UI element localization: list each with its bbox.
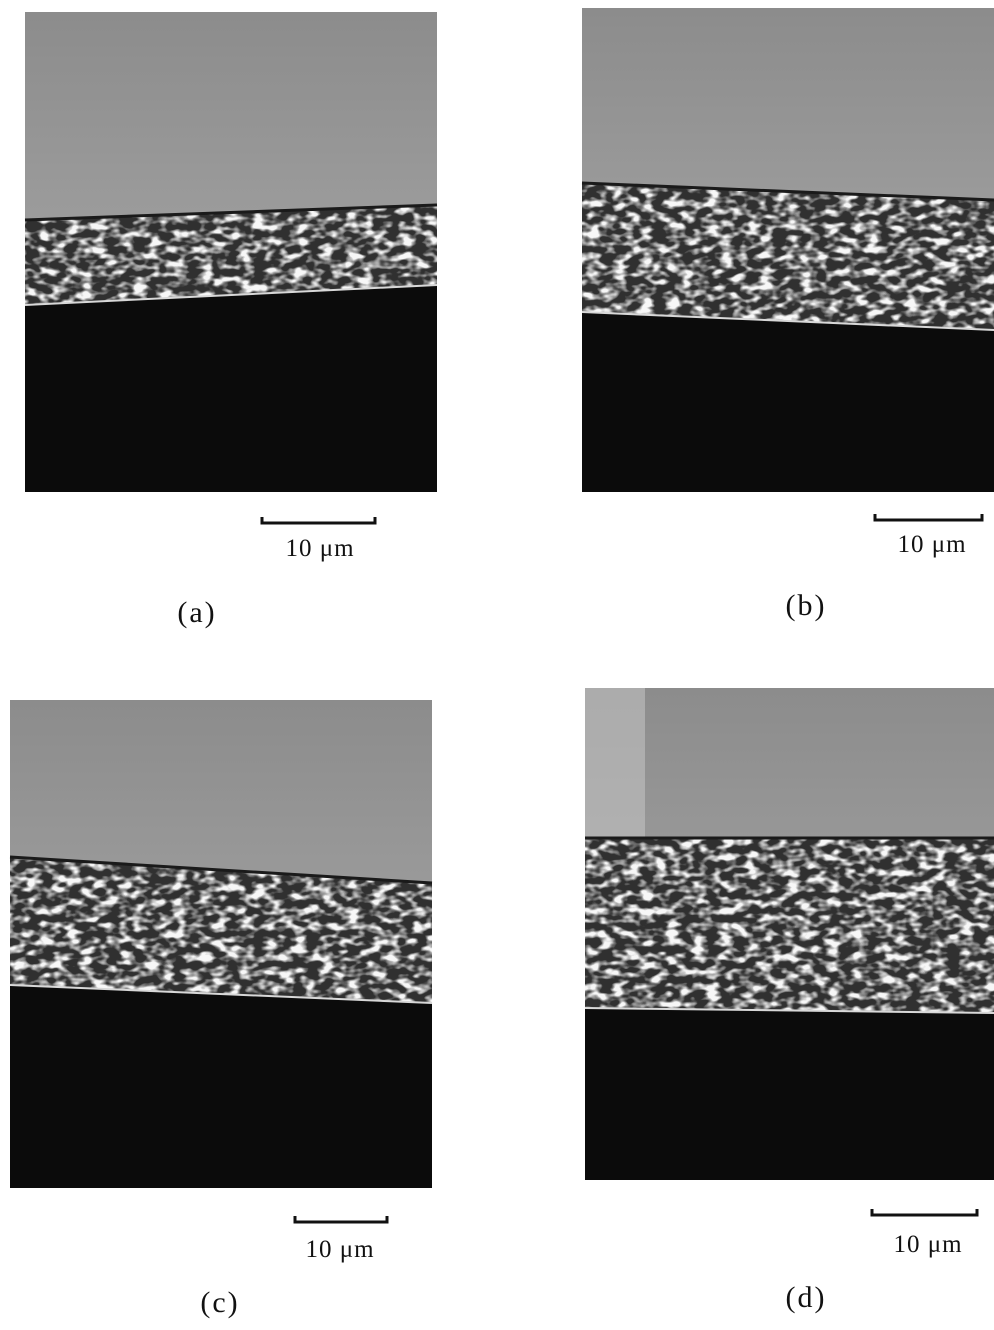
light-region — [585, 688, 645, 838]
panel-label: (a) — [177, 596, 216, 629]
micrograph — [9, 700, 433, 1188]
scale-bar — [873, 514, 984, 522]
panel: 10 μm (c) — [9, 700, 433, 1319]
scale-label: 10 μm — [305, 1236, 374, 1263]
panel-label: (b) — [786, 589, 827, 622]
substrate — [25, 285, 437, 492]
substrate-edge — [24, 284, 438, 306]
substrate — [585, 1008, 994, 1180]
pore-texture — [10, 857, 432, 1003]
surface-edge — [581, 181, 994, 202]
scale-label: 10 μm — [285, 535, 354, 562]
substrate-edge — [9, 984, 433, 1004]
pore-texture — [585, 838, 994, 1013]
surface-edge — [9, 855, 433, 885]
substrate-edge — [581, 311, 994, 331]
panel-label: (d) — [786, 1281, 827, 1314]
panel-label: (c) — [200, 1286, 239, 1319]
panel: 10 μm (a) — [24, 12, 438, 629]
surface-edge — [24, 203, 438, 222]
substrate — [10, 985, 432, 1188]
micrograph — [584, 688, 994, 1180]
substrate-edge — [584, 1007, 994, 1014]
panel: 10 μm (d) — [584, 688, 994, 1314]
micrograph — [24, 12, 438, 492]
scale-label: 10 μm — [893, 1231, 962, 1258]
scale-label: 10 μm — [897, 531, 966, 558]
substrate — [582, 312, 994, 492]
panel: 10 μm (b) — [581, 8, 994, 622]
scale-bar — [293, 1216, 389, 1224]
scale-bar — [870, 1209, 979, 1217]
pore-texture — [582, 183, 994, 330]
micrograph — [581, 8, 994, 492]
scale-bar — [260, 517, 377, 525]
pore-texture — [25, 205, 437, 305]
